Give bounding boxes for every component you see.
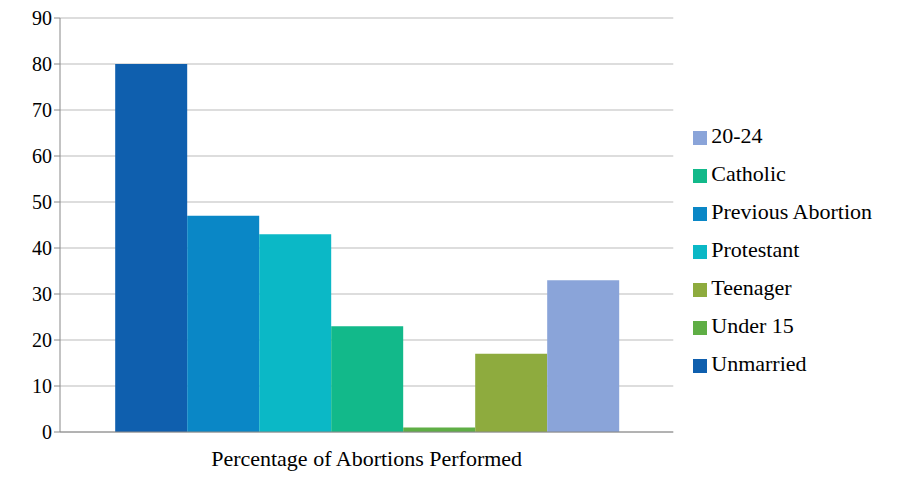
- svg-text:10: 10: [32, 375, 52, 397]
- svg-text:Percentage of Abortions Perfor: Percentage of Abortions Performed: [211, 446, 522, 471]
- html-text:Under 15: Under 15: [711, 313, 794, 338]
- html-text:20-24: 20-24: [711, 123, 763, 148]
- svg-text:30: 30: [32, 283, 52, 305]
- svg-text:20: 20: [32, 329, 52, 351]
- html-text:Teenager: Teenager: [711, 275, 792, 300]
- svg-text:40: 40: [32, 237, 52, 259]
- html-text:Previous Abortion: Previous Abortion: [711, 199, 872, 224]
- svg-text:50: 50: [32, 191, 52, 213]
- svg-text:70: 70: [32, 99, 52, 121]
- html-text:Unmarried: Unmarried: [711, 351, 807, 376]
- svg-text:0: 0: [42, 421, 52, 443]
- svg-text:80: 80: [32, 53, 52, 75]
- html-text:Catholic: Catholic: [711, 161, 786, 186]
- svg-text:60: 60: [32, 145, 52, 167]
- html-text:Protestant: Protestant: [711, 237, 800, 262]
- svg-text:90: 90: [32, 8, 52, 29]
